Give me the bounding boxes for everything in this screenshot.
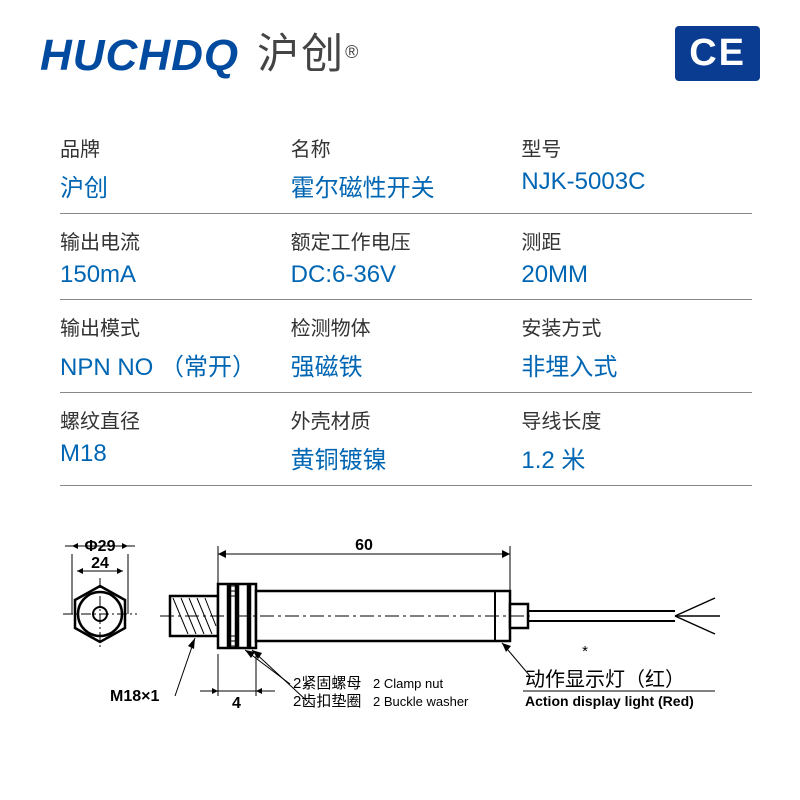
spec-row: 输出电流 150mA 额定工作电压 DC:6-36V 测距 20MM (60, 214, 752, 300)
spec-value: 非埋入式 (521, 347, 752, 382)
logo-english: HUCHDQ (40, 31, 239, 81)
spec-label: 导线长度 (521, 405, 752, 434)
ce-certification-badge: CE (675, 26, 760, 81)
spec-label: 名称 (291, 133, 522, 162)
spec-value: DC:6-36V (291, 261, 522, 289)
spec-value: 霍尔磁性开关 (291, 168, 522, 203)
spec-row: 输出模式 NPN NO （常开） 检测物体强磁铁 安装方式非埋入式 (60, 300, 752, 393)
note-led-en: Action display light (Red) (525, 693, 694, 709)
note-star: * (582, 643, 588, 660)
spec-label: 测距 (521, 226, 752, 255)
spec-row: 螺纹直径 M18 外壳材质黄铜镀镍 导线长度 1.2 米 (60, 393, 752, 486)
spec-label: 型号 (521, 133, 752, 162)
note-washer-en: 2 Buckle washer (373, 694, 469, 709)
spec-label: 额定工作电压 (291, 226, 522, 255)
logo-chinese: 沪创 (257, 20, 345, 81)
spec-value: M18 (60, 440, 291, 468)
spec-value: 1.2 米 (521, 440, 752, 475)
spec-label: 安装方式 (521, 312, 752, 341)
front-view-icon: Φ29 24 (63, 538, 137, 650)
note-clamp-en: 2 Clamp nut (373, 676, 443, 691)
spec-value: 强磁铁 (291, 347, 522, 382)
spec-value: 黄铜镀镍 (291, 440, 522, 475)
side-view-icon: 60 (110, 537, 720, 712)
spec-value: 20MM (521, 261, 752, 289)
spec-table: 品牌沪创 名称霍尔磁性开关 型号 NJK-5003C 输出电流 150mA 额定工作… (0, 91, 800, 486)
spec-value: 沪创 (60, 168, 291, 203)
brand-logo: HUCHDQ 沪创 ® (40, 20, 358, 81)
spec-label: 输出模式 (60, 312, 291, 341)
spec-label: 外壳材质 (291, 405, 522, 434)
dim-60: 60 (355, 537, 373, 554)
spec-label: 输出电流 (60, 226, 291, 255)
spec-value: 150mA (60, 261, 291, 289)
spec-value: NJK-5003C (521, 168, 752, 196)
technical-diagram: Φ29 24 (0, 486, 800, 746)
spec-label: 检测物体 (291, 312, 522, 341)
note-clamp-cn: 2紧固螺母 (293, 675, 361, 692)
spec-value: NPN NO （常开） (60, 347, 291, 382)
note-washer-cn: 2齿扣垫圈 (293, 693, 361, 710)
dim-thread: M18×1 (110, 688, 159, 705)
spec-row: 品牌沪创 名称霍尔磁性开关 型号 NJK-5003C (60, 121, 752, 214)
spec-label: 螺纹直径 (60, 405, 291, 434)
registered-mark: ® (345, 42, 358, 63)
dim-24: 24 (91, 555, 109, 572)
dim-4: 4 (232, 695, 241, 712)
spec-label: 品牌 (60, 133, 291, 162)
note-led-cn: 动作显示灯（红） (525, 668, 685, 691)
